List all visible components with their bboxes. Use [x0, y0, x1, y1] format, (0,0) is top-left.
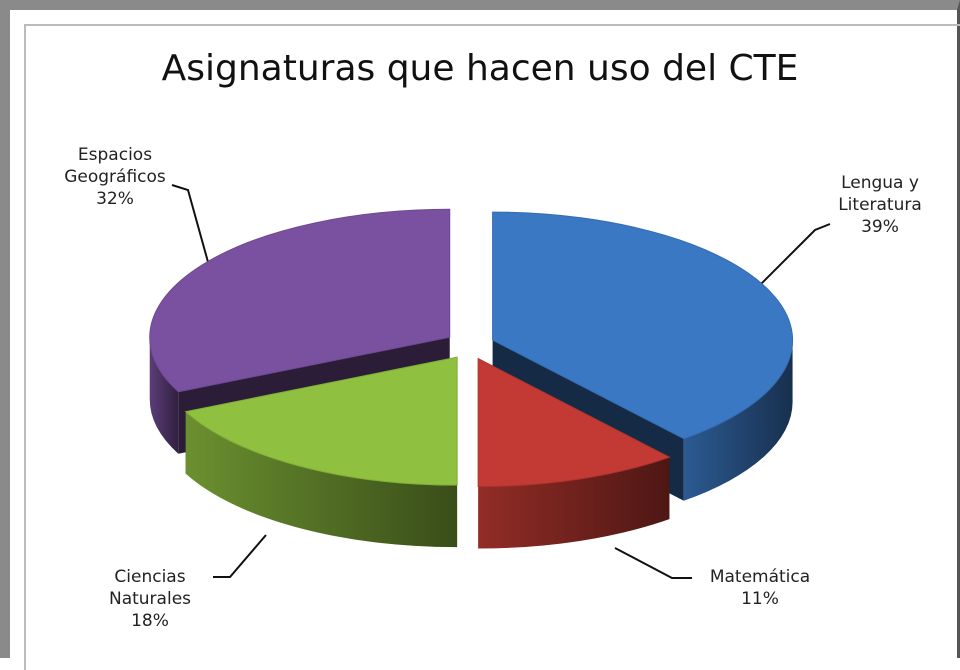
value-label: 11%: [741, 589, 779, 609]
leader-line: [614, 547, 692, 579]
value-label: 18%: [131, 611, 169, 631]
value-label: 32%: [96, 189, 134, 209]
slice: [184, 356, 458, 548]
slice-wall: [185, 411, 458, 548]
slice-wall: [149, 337, 179, 454]
chart-area: [24, 24, 960, 670]
leader-line: [213, 534, 267, 578]
leader-line: [171, 184, 209, 263]
chart-title: Asignaturas que hacen uso del CTE: [161, 48, 799, 89]
slice-wall: [478, 457, 670, 549]
category-label: Matemática: [709, 567, 811, 587]
slice-top: [184, 356, 458, 486]
slice-top: [149, 208, 451, 393]
category-label: Espacios Geográficos: [64, 145, 166, 187]
slice-top: [492, 211, 794, 440]
slice-label: Lengua y Literatura 39%: [820, 172, 940, 238]
slice-label: Ciencias Naturales 18%: [95, 566, 205, 632]
slice: [477, 357, 671, 549]
value-label: 39%: [861, 217, 899, 237]
slice-wall: [683, 340, 793, 501]
leader-lines: [171, 184, 831, 579]
category-label: Lengua y Literatura: [838, 173, 922, 215]
slice-label: Matemática 11%: [680, 566, 840, 610]
slice-label: Espacios Geográficos 32%: [50, 144, 180, 210]
slice-top: [477, 357, 671, 488]
category-label: Ciencias Naturales: [108, 567, 192, 609]
leader-line: [759, 223, 831, 286]
